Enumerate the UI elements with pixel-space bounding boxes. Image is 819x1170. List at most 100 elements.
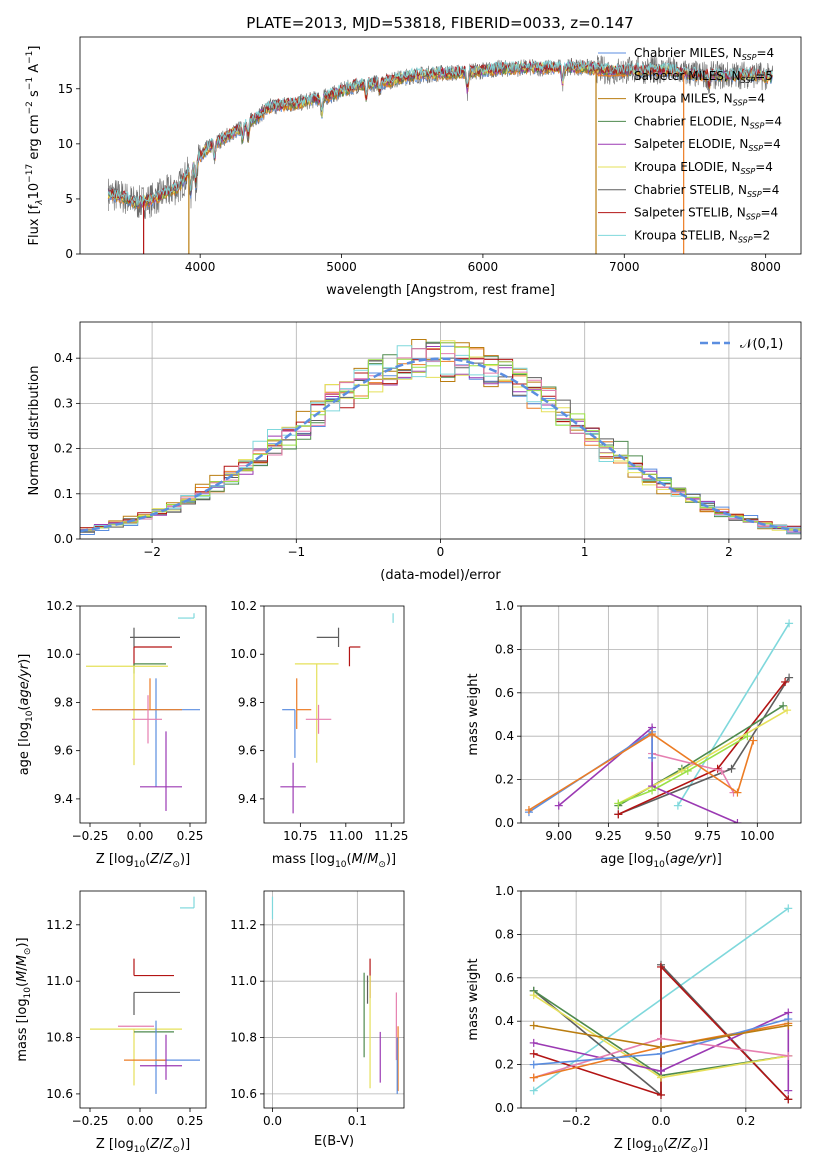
y-tick-label: 0.2 — [495, 773, 514, 787]
x-tick-label: 8000 — [750, 260, 781, 274]
y-tick-label: 0.8 — [495, 642, 514, 656]
mass-weight-marker — [657, 1067, 665, 1076]
errorbar-point — [140, 1034, 182, 1080]
y-tick-label: 0.4 — [495, 1014, 514, 1028]
y-tick-label: 10.8 — [46, 1031, 73, 1045]
y-tick-label: 10.2 — [230, 599, 257, 613]
axes-age-vs-metallicity: −0.25 0.00 0.25 9.4 9.6 9.8 10.0 10.2 Z [log10(Z… — [17, 599, 207, 870]
mass-weight-marker — [529, 991, 538, 1000]
axes-frame — [520, 890, 802, 1109]
plot-content — [271, 896, 399, 1094]
mass-weight-marker — [529, 1038, 538, 1047]
y-tick-label: 0.6 — [495, 686, 514, 700]
plot-content — [524, 619, 794, 823]
x-axis-label: (data-model)/error — [380, 568, 501, 583]
x-tick-label: 1 — [581, 545, 589, 559]
plot-background — [264, 891, 404, 1108]
mass-weight-marker — [657, 1043, 665, 1052]
mass-weight-marker — [554, 801, 563, 810]
y-tick-label: 10.6 — [230, 1087, 257, 1101]
mass-weight-marker — [784, 904, 793, 913]
y-tick-label: 1.0 — [495, 599, 514, 613]
errorbar-point — [348, 646, 361, 667]
normal-reference-curve — [80, 357, 799, 533]
x-tick-label: 9.00 — [545, 829, 572, 843]
x-tick-label: 9.25 — [595, 829, 622, 843]
axes-frame — [520, 605, 802, 824]
y-tick-label: 9.8 — [54, 695, 73, 709]
y-axis-label: Flux [fλ10−17 erg cm−2 s−1 A−1] — [25, 46, 45, 246]
y-tick-label: 11.2 — [46, 918, 73, 932]
x-tick-label: 10.00 — [740, 829, 774, 843]
figure-title: PLATE=2013, MJD=53818, FIBERID=0033, z=0… — [246, 14, 633, 32]
errorbar-point — [178, 613, 195, 619]
y-tick-label: 0.0 — [495, 1101, 514, 1115]
x-tick-label: 0.0 — [651, 1114, 670, 1128]
y-axis-label: mass [log10(M/M⊙)] — [15, 937, 33, 1061]
y-axis-label: mass weight — [466, 673, 481, 755]
plot-content — [529, 904, 793, 1104]
legend-entry: Kroupa ELODIE, NSSP=4 — [634, 160, 773, 176]
y-tick-label: 0.4 — [495, 729, 514, 743]
y-tick-label: 9.8 — [238, 695, 257, 709]
axes-frame — [263, 605, 405, 824]
x-tick-label: 0.0 — [263, 1114, 282, 1128]
x-tick-label: 0 — [437, 545, 445, 559]
mass-weight-marker — [785, 619, 794, 628]
legend-entry: Salpeter MILES, NSSP=5 — [634, 69, 773, 85]
x-tick-label: −0.25 — [72, 1114, 109, 1128]
axes-frame — [263, 890, 405, 1109]
mass-weight-line — [533, 1011, 790, 1091]
plot-content — [280, 613, 394, 814]
mass-weight-marker — [784, 1021, 793, 1030]
y-axis-label: Normed distribution — [27, 366, 42, 496]
x-tick-label: 0.25 — [177, 1114, 204, 1128]
mass-weight-marker — [529, 1060, 538, 1069]
legend-entry: Salpeter ELODIE, NSSP=4 — [634, 137, 781, 153]
errorbar-point — [132, 695, 162, 744]
y-tick-label: 0.4 — [54, 351, 73, 365]
x-tick-label: 0.2 — [736, 1114, 755, 1128]
x-tick-label: 9.75 — [694, 829, 721, 843]
x-axis-label: age [log10(age/yr)] — [600, 852, 722, 870]
axes-frame — [79, 321, 802, 540]
histogram-step-line — [80, 342, 801, 531]
legend-entry: Kroupa MILES, NSSP=4 — [634, 92, 765, 108]
mass-weight-marker — [529, 1021, 538, 1030]
x-tick-label: 11.00 — [329, 829, 363, 843]
y-tick-label: 0.8 — [495, 927, 514, 941]
x-tick-label: 11.25 — [374, 829, 408, 843]
axes-mass-weight-vs-age: 9.00 9.25 9.50 9.75 10.00 0.0 0.2 0.4 0.6 0.8 1.0 a… — [466, 599, 802, 870]
mass-weight-marker — [657, 1034, 665, 1043]
plot-content — [90, 896, 200, 1094]
x-tick-label: −0.25 — [72, 829, 109, 843]
errorbar-point — [282, 709, 296, 758]
errorbar-point — [305, 704, 332, 734]
y-tick-label: 10 — [58, 137, 73, 151]
y-tick-label: 11.2 — [230, 918, 257, 932]
legend-entry: Kroupa STELIB, NSSP=2 — [634, 228, 770, 244]
histogram-legend: 𝒩(0,1) — [700, 337, 783, 352]
axes-mass-weight-vs-metallicity: −0.2 0.0 0.2 0.0 0.2 0.4 0.6 0.8 1.0 Z [log10(Z/Z… — [466, 884, 802, 1155]
y-tick-label: 10.0 — [230, 647, 257, 661]
x-tick-label: 10.75 — [283, 829, 317, 843]
errorbar-point — [130, 627, 180, 647]
errorbar-point — [296, 678, 312, 729]
spectrum-legend: Chabrier MILES, NSSP=4 Salpeter MILES, NS… — [598, 46, 782, 244]
axes-residual-histogram: −2 −1 0 1 2 0.0 0.1 0.2 0.3 0.4 𝒩(0,1) (data-model)… — [27, 321, 802, 583]
y-axis-label: mass weight — [466, 958, 481, 1040]
x-tick-label: 7000 — [609, 260, 640, 274]
y-axis-label: age [log10(age/yr)] — [17, 654, 35, 776]
mass-weight-marker — [648, 730, 657, 739]
x-tick-label: 5000 — [326, 260, 357, 274]
errorbar-point — [90, 1028, 182, 1086]
y-tick-label: 11.0 — [230, 974, 257, 988]
legend-entry: Chabrier STELIB, NSSP=4 — [634, 183, 779, 199]
mass-weight-marker — [784, 1051, 793, 1060]
axes-frame — [79, 36, 802, 255]
errorbar-point — [86, 665, 168, 766]
plot-background — [80, 606, 206, 823]
mass-weight-marker — [733, 819, 742, 823]
y-tick-label: 15 — [58, 82, 73, 96]
